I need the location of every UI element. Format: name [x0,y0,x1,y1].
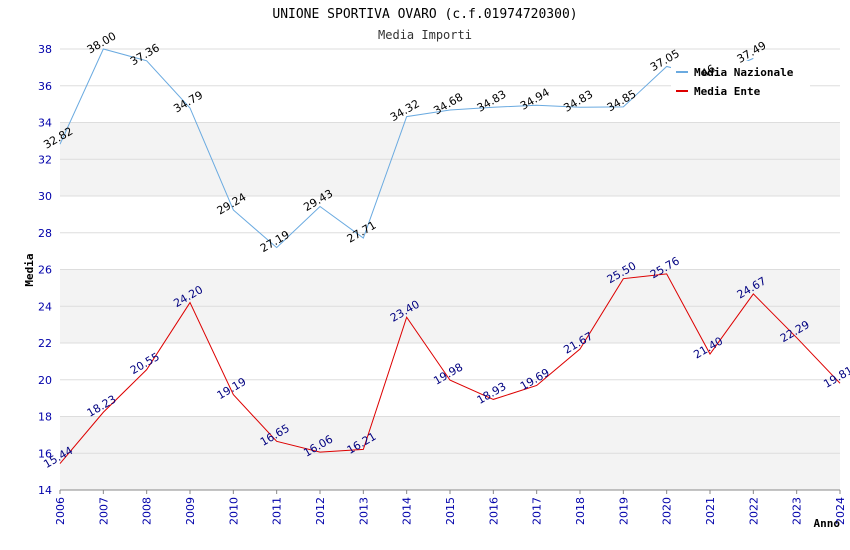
y-tick-label: 30 [38,190,52,203]
plot-background-bands [60,49,840,490]
chart-subtitle: Media Importi [378,28,472,42]
plot-band [60,379,840,417]
y-tick-label: 36 [38,80,52,93]
plot-band [60,269,840,307]
plot-band [60,159,840,196]
x-tick-label: 2023 [791,497,804,525]
plot-band [60,416,840,454]
y-tick-label: 18 [38,411,52,424]
x-axis-label: Anno [814,517,841,530]
plot-band [60,196,840,233]
y-axis-ticks: 14 16 18 20 22 24 26 28 30 32 34 36 38 [38,43,52,497]
x-tick-label: 2020 [661,497,674,525]
plot-band [60,232,840,270]
data-label: 46 [699,62,718,80]
plot-band [60,306,840,343]
legend-label: Media Ente [694,85,761,98]
y-tick-label: 26 [38,264,52,277]
x-tick-label: 2015 [444,497,457,525]
plot-band [60,453,840,490]
x-tick-label: 2016 [487,497,500,525]
chart-title: UNIONE SPORTIVA OVARO (c.f.01974720300) [272,7,577,22]
x-tick-label: 2013 [357,497,370,525]
series-lines [59,48,841,464]
legend-label: Media Nazionale [694,66,794,79]
x-tick-label: 2008 [141,497,154,525]
x-axis-ticks: 2006 2007 2008 2009 2010 2011 2012 2013 2014 2015… [54,490,847,525]
x-tick-label: 2010 [227,497,240,525]
plot-band [60,343,840,380]
x-tick-label: 2011 [271,497,284,525]
y-tick-label: 38 [38,43,52,56]
x-tick-label: 2022 [747,497,760,525]
series-line [59,48,754,249]
legend: Media Nazionale Media Ente [671,61,810,103]
x-tick-label: 2018 [574,497,587,525]
y-tick-label: 34 [38,117,52,130]
y-tick-label: 22 [38,337,52,350]
x-tick-label: 2006 [54,497,67,525]
x-tick-label: 2024 [834,497,847,525]
x-tick-label: 2021 [704,497,717,525]
x-tick-label: 2012 [314,497,327,525]
x-tick-label: 2017 [531,497,544,525]
y-tick-label: 14 [38,484,52,497]
y-tick-label: 16 [38,447,52,460]
y-tick-label: 28 [38,227,52,240]
y-tick-label: 24 [38,300,52,313]
x-tick-label: 2009 [184,497,197,525]
legend-background [671,61,810,103]
y-axis-label: Media [23,253,36,286]
x-tick-label: 2007 [97,497,110,525]
x-tick-label: 2014 [401,497,414,525]
series-line [59,273,841,464]
y-tick-label: 32 [38,153,52,166]
plot-band [60,122,840,160]
x-tick-label: 2019 [617,497,630,525]
y-tick-label: 20 [38,374,52,387]
